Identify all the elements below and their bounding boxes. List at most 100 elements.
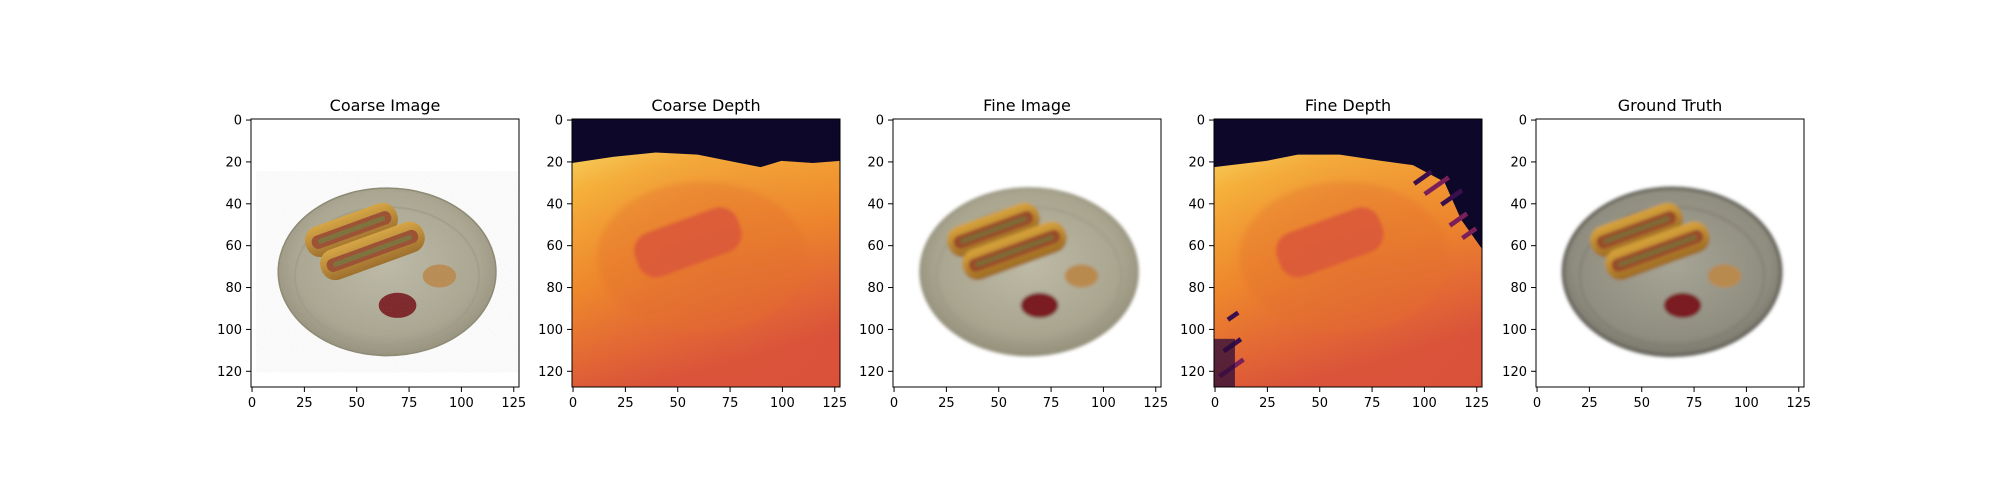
axes-frame — [892, 118, 1162, 388]
y-tick-label: 20 — [867, 155, 884, 170]
x-tick-label: 75 — [1364, 396, 1381, 411]
y-tick-label: 0 — [555, 114, 563, 129]
axes-frame — [1535, 118, 1805, 388]
mustard — [1064, 264, 1099, 288]
x-tick-label: 125 — [1143, 396, 1168, 411]
ketchup — [1663, 292, 1702, 318]
x-tick-label: 125 — [822, 396, 847, 411]
subplot-3: Fine Image 0 25 50 75 100 125 0 20 40 60 80 100 120 — [859, 96, 1168, 411]
x-tick-label: 125 — [1786, 396, 1811, 411]
x-tick-label: 50 — [990, 396, 1007, 411]
x-tick-label: 100 — [1734, 396, 1759, 411]
depth-hotdogs — [634, 207, 742, 278]
y-tick-label: 0 — [876, 114, 884, 129]
relish — [1617, 234, 1697, 267]
x-tick-label: 25 — [617, 396, 634, 411]
relish — [974, 234, 1054, 267]
subplot-image — [893, 119, 1161, 387]
x-tick-label: 25 — [938, 396, 955, 411]
x-tick-label: 0 — [1533, 396, 1541, 411]
subplot-image — [1536, 119, 1804, 387]
depth-artifact — [1423, 175, 1451, 197]
x-tick-label: 75 — [401, 396, 418, 411]
y-tick-label: 40 — [225, 197, 242, 212]
food-group — [1561, 186, 1783, 358]
relish — [959, 216, 1028, 244]
x-tick-label: 0 — [1211, 396, 1219, 411]
depth-artifact — [1226, 310, 1240, 322]
y-tick-label: 120 — [1180, 365, 1205, 380]
subplot-title: Fine Image — [983, 96, 1071, 115]
x-tick-label: 25 — [296, 396, 313, 411]
y-tick-label: 0 — [1519, 114, 1527, 129]
x-tick-label: 75 — [1686, 396, 1703, 411]
subplot-title: Ground Truth — [1618, 96, 1723, 115]
y-tick-label: 120 — [538, 365, 563, 380]
y-tick-label: 0 — [1197, 114, 1205, 129]
y-tick-label: 60 — [546, 239, 563, 254]
y-tick-label: 100 — [1502, 323, 1527, 338]
x-tick-label: 100 — [1412, 396, 1437, 411]
axes-frame — [1213, 118, 1483, 388]
y-tick-label: 60 — [1188, 239, 1205, 254]
mustard — [1707, 264, 1742, 288]
y-tick-label: 80 — [1510, 281, 1527, 296]
x-tick-label: 100 — [1091, 396, 1116, 411]
y-tick-label: 20 — [1188, 155, 1205, 170]
y-tick-label: 40 — [867, 197, 884, 212]
x-tick-label: 25 — [1259, 396, 1276, 411]
x-tick-label: 0 — [569, 396, 577, 411]
depth-background — [572, 119, 840, 168]
food-group — [277, 187, 497, 357]
relish — [1602, 216, 1671, 244]
render-noise — [278, 188, 496, 356]
y-tick-label: 60 — [225, 239, 242, 254]
subplot-image — [251, 119, 519, 387]
y-tick-label: 20 — [1510, 155, 1527, 170]
axes-frame — [250, 118, 520, 388]
depth-artifact — [1214, 338, 1235, 387]
depth-artifact — [1440, 188, 1464, 207]
subplot-image — [1214, 119, 1482, 387]
y-tick-label: 0 — [234, 114, 242, 129]
y-tick-label: 40 — [1188, 197, 1205, 212]
x-tick-label: 50 — [1311, 396, 1328, 411]
subplot-title: Coarse Depth — [651, 96, 760, 115]
depth-background — [1214, 119, 1482, 249]
y-tick-label: 40 — [546, 197, 563, 212]
x-tick-label: 125 — [501, 396, 526, 411]
x-tick-label: 50 — [669, 396, 686, 411]
x-tick-label: 125 — [1464, 396, 1489, 411]
y-tick-label: 80 — [867, 281, 884, 296]
x-tick-label: 100 — [770, 396, 795, 411]
depth-hotdogs — [1276, 207, 1384, 278]
y-tick-label: 60 — [867, 239, 884, 254]
depth-artifact — [1461, 226, 1478, 241]
x-tick-label: 25 — [1581, 396, 1598, 411]
x-tick-label: 75 — [722, 396, 739, 411]
x-tick-label: 100 — [449, 396, 474, 411]
y-tick-label: 100 — [1180, 323, 1205, 338]
x-tick-label: 75 — [1043, 396, 1060, 411]
subplot-5: Ground Truth 0 25 50 75 100 125 0 20 40 60 80 100 120 — [1502, 96, 1811, 411]
y-tick-label: 120 — [217, 365, 242, 380]
subplot-image — [572, 119, 840, 387]
x-tick-label: 0 — [890, 396, 898, 411]
subplot-4: Fine Depth 0 25 50 75 100 125 0 20 40 60 80 100 120 — [1180, 96, 1489, 411]
x-tick-label: 50 — [1633, 396, 1650, 411]
y-tick-label: 120 — [1502, 365, 1527, 380]
y-tick-label: 20 — [225, 155, 242, 170]
depth-artifact — [1412, 169, 1433, 186]
subplot-title: Fine Depth — [1305, 96, 1391, 115]
y-tick-label: 80 — [225, 281, 242, 296]
x-tick-label: 50 — [348, 396, 365, 411]
depth-artifact — [1448, 211, 1469, 228]
subplot-2: Coarse Depth 0 25 50 75 100 125 0 20 40 60 80 100 120 — [538, 96, 847, 411]
ketchup — [1020, 292, 1059, 318]
y-tick-label: 20 — [546, 155, 563, 170]
food-group — [919, 187, 1139, 357]
y-tick-label: 100 — [217, 323, 242, 338]
y-tick-label: 60 — [1510, 239, 1527, 254]
y-tick-label: 100 — [538, 323, 563, 338]
